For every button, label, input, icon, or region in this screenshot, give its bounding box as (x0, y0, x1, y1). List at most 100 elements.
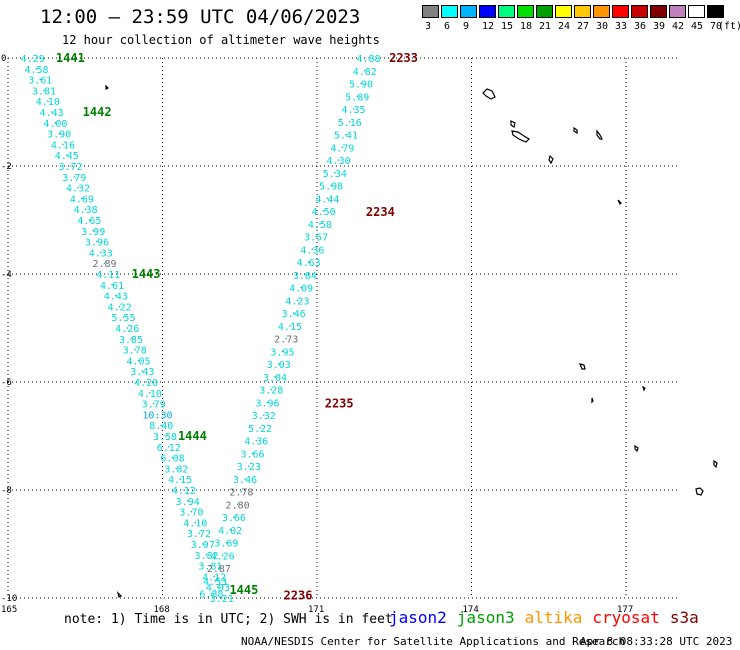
island-outline (510, 120, 516, 128)
track-point (217, 586, 219, 588)
satellite-name: s3a (669, 608, 699, 627)
track-point (190, 510, 193, 513)
pass-time-label: 1442 (83, 105, 112, 119)
wave-height-label: 3.85 (119, 335, 143, 346)
track-point (367, 57, 370, 59)
track-point (81, 197, 83, 200)
legend-label: 27 (577, 21, 590, 32)
wave-height-label: 4.00 (43, 119, 67, 130)
wave-height-label: 5.22 (248, 424, 272, 435)
legend-swatch (574, 5, 591, 18)
wave-height-label: 3.82 (195, 551, 219, 562)
wave-height-label: 3.69 (214, 539, 238, 550)
track-point (322, 210, 325, 212)
track-point (281, 350, 284, 353)
wave-height-label: 2.87 (207, 564, 231, 575)
legend-swatch (593, 5, 610, 18)
wave-height-label: 4.03 (206, 583, 230, 594)
track-point (179, 478, 181, 481)
track-point (307, 261, 310, 263)
track-point (31, 57, 34, 59)
wave-height-label: 3.46 (282, 309, 306, 320)
track-point (304, 274, 306, 276)
wave-height-label: 3.21 (210, 594, 234, 605)
wave-height-label: 4.12 (172, 486, 196, 497)
legend-swatch (650, 5, 667, 18)
track-point (209, 564, 212, 567)
track-point (88, 219, 91, 221)
track-point (171, 456, 174, 459)
track-point (319, 223, 321, 225)
wave-height-label: 4.11 (96, 270, 120, 281)
track-point (156, 413, 159, 416)
track-point (152, 402, 155, 405)
wave-height-label: 10.30 (142, 410, 172, 421)
track-point (99, 251, 102, 254)
wave-height-label: 5.16 (338, 118, 362, 129)
island-outline (591, 397, 594, 404)
legend-swatch (555, 5, 572, 18)
track-point (137, 359, 140, 362)
axis-tick-labels: 165 168 171 174 177 0 -2 -4 -6 -8 -10 (1, 54, 633, 615)
wave-height-label: 3.79 (142, 400, 166, 411)
legend-swatch (441, 5, 458, 18)
legend-swatch (612, 5, 629, 18)
track-point (65, 154, 68, 156)
track-point (352, 108, 355, 110)
satellite-name: jason2 (389, 608, 447, 627)
track-point (285, 337, 288, 340)
track-point (229, 529, 231, 531)
pass-time-label: 1445 (229, 583, 258, 597)
track-point (220, 597, 223, 599)
track-point (274, 376, 276, 378)
wave-height-label: 4.02 (218, 526, 242, 537)
track-point (202, 543, 204, 545)
altimeter-tracks: 4.294.583.613.814.104.434.003.904.164.45… (21, 54, 381, 605)
wave-height-label: 4.58 (24, 65, 48, 76)
track-point (248, 465, 250, 467)
legend-swatch (422, 5, 439, 18)
wave-height-label: 4.23 (285, 296, 309, 307)
track-point (62, 143, 64, 146)
island-outline (634, 444, 639, 453)
track-point (47, 100, 49, 102)
legend-label: 21 (539, 21, 552, 32)
track-point (255, 439, 258, 442)
track-point (262, 414, 265, 416)
track-point (145, 381, 147, 383)
wave-height-label: 6.88 (199, 590, 223, 601)
wave-height-label: 4.15 (168, 475, 192, 486)
track-point (186, 500, 189, 502)
satellite-name: cryosat (592, 608, 660, 627)
wave-height-label: 4.79 (330, 143, 354, 154)
track-point (69, 165, 72, 167)
wave-height-label: 3.66 (241, 449, 265, 460)
wave-height-label: 4.58 (308, 220, 332, 231)
wave-height-label: 3.72 (187, 529, 211, 540)
island-outline (596, 129, 603, 140)
track-point (133, 348, 136, 351)
wave-height-label: 8.40 (149, 421, 173, 432)
track-point (240, 490, 243, 493)
pass-time-label: 2235 (325, 397, 354, 411)
wave-height-label: 4.12 (202, 572, 226, 583)
legend-swatch (688, 5, 705, 18)
wave-height-label: 4.32 (66, 184, 90, 195)
track-point (118, 305, 121, 308)
wave-height-label: 4.53 (203, 577, 227, 588)
track-point (363, 69, 366, 72)
track-point (214, 580, 216, 582)
y-tick-label: -2 (1, 162, 12, 172)
track-point (213, 575, 215, 578)
footnote: note: 1) Time is in UTC; 2) SWH is in fe… (64, 612, 393, 627)
wave-height-label: 3.46 (233, 475, 257, 486)
track-point (111, 284, 113, 286)
wave-height-label: 4.10 (36, 97, 60, 108)
wave-height-label: 4.10 (183, 518, 207, 529)
wave-height-label: 4.29 (21, 54, 45, 65)
wave-height-label: 3.90 (47, 130, 71, 141)
wave-height-label: 3.81 (32, 86, 56, 97)
track-point (175, 467, 178, 470)
track-point (54, 122, 57, 124)
y-tick-label: -6 (1, 378, 12, 388)
